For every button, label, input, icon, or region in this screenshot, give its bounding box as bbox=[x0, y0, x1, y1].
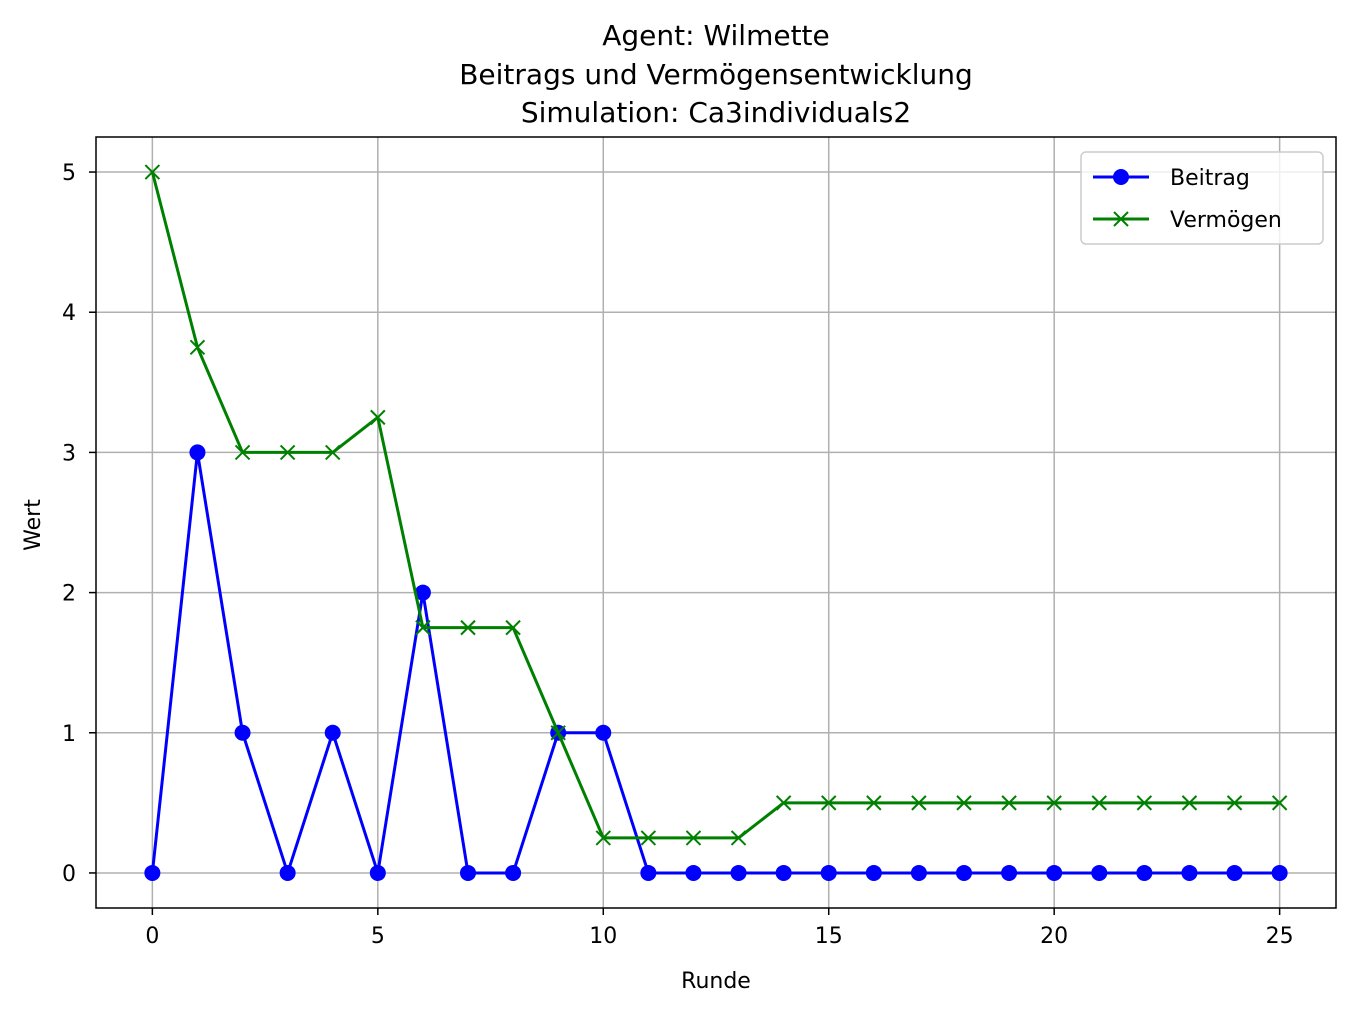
point-1-23 bbox=[1181, 795, 1198, 811]
x-axis: 0 5 10 15 20 25 bbox=[145, 908, 1294, 949]
point-1-8 bbox=[505, 619, 521, 636]
series-layer bbox=[144, 164, 1288, 881]
point-1-0 bbox=[144, 164, 161, 180]
chart-title-line-3: Simulation: Ca3individuals2 bbox=[521, 96, 911, 129]
chart-title-line-1: Agent: Wilmette bbox=[602, 19, 830, 52]
point-0-23 bbox=[1181, 864, 1198, 881]
point-1-13 bbox=[730, 830, 747, 846]
point-0-25 bbox=[1271, 864, 1288, 881]
point-1-12 bbox=[685, 830, 702, 846]
point-0-1 bbox=[189, 444, 206, 461]
legend-marker-vermoegen bbox=[1113, 211, 1129, 227]
legend-marker-beitrag bbox=[1113, 169, 1129, 185]
point-0-18 bbox=[956, 864, 972, 881]
point-0-6 bbox=[414, 584, 431, 601]
point-0-19 bbox=[1001, 864, 1018, 881]
point-1-3 bbox=[279, 444, 296, 461]
x-tick-label-5: 25 bbox=[1266, 924, 1294, 949]
point-1-5 bbox=[370, 409, 386, 426]
point-1-11 bbox=[640, 830, 657, 846]
point-1-2 bbox=[234, 444, 251, 461]
legend-label-vermoegen: Vermögen bbox=[1170, 208, 1282, 233]
point-0-5 bbox=[369, 864, 386, 881]
point-0-3 bbox=[279, 864, 296, 881]
point-1-19 bbox=[1001, 795, 1017, 811]
x-tick-label-4: 20 bbox=[1040, 924, 1068, 949]
point-1-9 bbox=[550, 725, 566, 741]
y-tick-label-4: 4 bbox=[62, 301, 76, 326]
y-axis-label: Wert bbox=[21, 499, 46, 551]
point-0-24 bbox=[1226, 864, 1243, 881]
point-1-1 bbox=[189, 339, 206, 355]
point-0-12 bbox=[685, 864, 702, 881]
point-1-17 bbox=[911, 795, 927, 811]
x-tick-label-1: 5 bbox=[371, 924, 385, 949]
point-0-21 bbox=[1091, 864, 1108, 881]
point-0-7 bbox=[460, 864, 476, 881]
point-1-10 bbox=[595, 830, 611, 846]
point-0-13 bbox=[730, 864, 747, 881]
point-0-22 bbox=[1136, 864, 1153, 881]
chart-title: Agent: Wilmette Beitrags und Vermögensen… bbox=[459, 19, 973, 129]
legend: Beitrag Vermögen bbox=[1080, 151, 1324, 245]
point-1-25 bbox=[1271, 795, 1288, 811]
point-0-11 bbox=[640, 864, 657, 881]
chart-title-line-2: Beitrags und Vermögensentwicklung bbox=[459, 58, 973, 91]
grid-lines bbox=[96, 137, 1336, 908]
y-tick-label-5: 5 bbox=[62, 161, 76, 186]
y-tick-label-2: 2 bbox=[62, 582, 76, 607]
point-1-6 bbox=[415, 619, 431, 636]
point-0-15 bbox=[820, 864, 837, 881]
point-0-16 bbox=[865, 864, 882, 881]
y-tick-label-3: 3 bbox=[62, 441, 76, 466]
point-0-20 bbox=[1046, 864, 1063, 881]
point-1-18 bbox=[956, 795, 972, 811]
series-0 bbox=[144, 444, 1288, 881]
point-1-24 bbox=[1226, 795, 1243, 811]
point-0-10 bbox=[595, 724, 612, 741]
point-1-21 bbox=[1091, 795, 1107, 811]
y-axis: 0 1 2 3 4 5 bbox=[62, 161, 96, 887]
point-0-2 bbox=[234, 724, 251, 741]
point-0-4 bbox=[324, 724, 341, 741]
point-1-15 bbox=[821, 795, 837, 811]
point-1-14 bbox=[775, 795, 792, 811]
series-1 bbox=[144, 164, 1288, 846]
point-1-7 bbox=[460, 619, 476, 636]
point-1-22 bbox=[1136, 795, 1153, 811]
point-0-0 bbox=[144, 864, 161, 881]
point-1-20 bbox=[1046, 795, 1062, 811]
point-0-14 bbox=[775, 864, 792, 881]
point-0-8 bbox=[505, 864, 522, 881]
plot-frame bbox=[95, 136, 1337, 909]
y-tick-label-1: 1 bbox=[62, 722, 76, 747]
point-0-17 bbox=[910, 864, 927, 881]
x-tick-label-2: 10 bbox=[589, 924, 617, 949]
point-1-16 bbox=[866, 795, 882, 811]
point-1-4 bbox=[325, 444, 341, 461]
x-axis-label: Runde bbox=[681, 969, 751, 994]
x-tick-label-3: 15 bbox=[815, 924, 843, 949]
legend-box bbox=[1080, 151, 1324, 245]
y-tick-label-0: 0 bbox=[62, 862, 76, 887]
legend-label-beitrag: Beitrag bbox=[1170, 166, 1250, 191]
x-tick-label-0: 0 bbox=[145, 924, 159, 949]
series-line-1 bbox=[150, 171, 1280, 840]
